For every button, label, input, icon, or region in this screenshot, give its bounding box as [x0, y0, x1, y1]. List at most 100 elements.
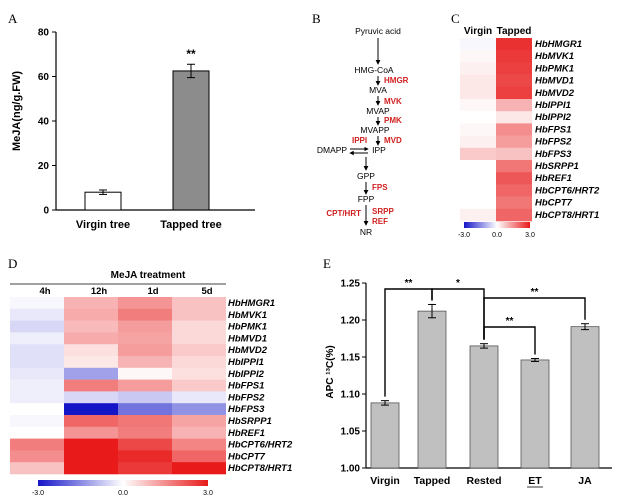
panel-c-row-label: HbIPPI2	[535, 112, 572, 123]
panel-c-row-label: HbHMGR1	[535, 39, 582, 50]
panel-c-cell	[496, 99, 532, 112]
enzyme-srpp: SRPP	[372, 207, 394, 216]
panel-d-cell	[10, 462, 64, 475]
enzyme-pmk: PMK	[384, 116, 402, 125]
panel-c-cell	[496, 160, 532, 173]
panel-c-row-label: HbCPT7	[535, 198, 573, 209]
panel-d-title: MeJA treatment	[111, 270, 186, 281]
enzyme-ref: REF	[372, 217, 388, 226]
panel-c-row-label: HbIPPI1	[535, 100, 571, 111]
panel-d-cell	[118, 379, 172, 392]
panel-d-row-label: HbMVK1	[228, 310, 267, 321]
node-pyruvic-acid: Pyruvic acid	[355, 26, 401, 36]
panel-c-cell	[460, 50, 496, 63]
panel-c-cell	[460, 208, 496, 222]
panel-d-row-label: HbFPS1	[228, 381, 264, 392]
panel-b-pathway: Pyruvic acid HMG-CoA HMGR MVA MVK MVAP P…	[317, 26, 409, 237]
enzyme-fps: FPS	[372, 183, 388, 192]
panel-a-xtick-label: Tapped tree	[160, 219, 222, 231]
panel-d-cell	[64, 332, 118, 345]
panel-e-bar	[520, 359, 550, 469]
panel-c-cell	[460, 38, 496, 51]
panel-e-xtick-label: ET	[528, 475, 542, 487]
panel-d-cell	[118, 426, 172, 439]
node-ipp: IPP	[372, 145, 386, 155]
panel-d-cell	[172, 320, 226, 333]
panel-a-ytick-label: 20	[38, 161, 50, 172]
panel-d-cell	[10, 308, 64, 321]
panel-d-cell	[172, 403, 226, 416]
panel-c-row-labels: HbHMGR1HbMVK1HbPMK1HbMVD1HbMVD2HbIPPI1Hb…	[535, 39, 600, 221]
panel-a-axes: 0 20 40 60 80	[38, 28, 255, 217]
panel-c-row-label: HbMVK1	[535, 51, 574, 62]
panel-d-row-label: HbMVD1	[228, 333, 267, 344]
panel-d-cell	[172, 356, 226, 369]
panel-d-cell	[64, 438, 118, 451]
panel-c-cell	[460, 184, 496, 197]
enzyme-mvd: MVD	[384, 136, 402, 145]
panel-d-row-label: HbFPS2	[228, 392, 265, 403]
enzyme-cpt-hrt: CPT/HRT	[326, 209, 361, 218]
panel-d-cell	[64, 356, 118, 369]
panel-d-cell	[172, 450, 226, 463]
panel-d-cell	[64, 308, 118, 321]
panel-a-ytick-label: 0	[43, 206, 49, 217]
panel-d-cell	[118, 415, 172, 428]
panel-d-cell	[118, 332, 172, 345]
panel-c-cell	[460, 111, 496, 124]
panel-d-cell	[64, 462, 118, 475]
panel-d-cell	[10, 332, 64, 345]
node-gpp: GPP	[357, 171, 375, 181]
panel-e-ytick-label: 1.25	[341, 279, 361, 290]
panel-d-cell	[64, 426, 118, 439]
panel-c-row-label: HbPMK1	[535, 63, 574, 74]
panel-c-cells	[460, 38, 532, 222]
panel-d-colorbar	[38, 480, 208, 486]
panel-d-column-labels: 4h 12h 1d 5d	[39, 286, 212, 297]
panel-a-ytick-label: 40	[38, 117, 50, 128]
panel-a-significance: **	[186, 47, 196, 61]
panel-letter-e: E	[323, 256, 331, 271]
panel-a-xtick-label: Virgin tree	[76, 219, 130, 231]
panel-e-sig-label: **	[405, 278, 413, 289]
panel-c-row-label: HbMVD1	[535, 76, 574, 87]
panel-e-bar	[570, 326, 600, 469]
panel-d-cell	[10, 320, 64, 333]
panel-e-chart: 1.00 1.05 1.10 1.15 1.20 1.25 Virgin Tapped Res…	[325, 278, 612, 488]
panel-d-row-label: HbCPT6/HRT2	[228, 440, 293, 451]
panel-d-cell	[172, 308, 226, 321]
panel-e-sig-bracket	[483, 297, 586, 340]
panel-e-ylabel: APC ¹³C(%)	[325, 345, 336, 398]
panel-d-col-label: 5d	[201, 286, 212, 297]
panel-c-row-label: HbCPT8/HRT1	[535, 210, 599, 221]
panel-c-row-label: HbSRPP1	[535, 161, 579, 172]
panel-d-cell	[172, 391, 226, 404]
panel-e-bar	[370, 402, 400, 469]
panel-d-cell	[64, 297, 118, 310]
panel-e-sig-label: *	[456, 278, 460, 289]
node-mva: MVA	[369, 85, 387, 95]
panel-d-cell	[172, 379, 226, 392]
panel-d-cell	[172, 426, 226, 439]
panel-d-row-label: HbREF1	[228, 428, 265, 439]
panel-a-ylabel: MeJA(ng/g.FW)	[11, 71, 23, 151]
panel-d-row-label: HbCPT8/HRT1	[228, 463, 292, 474]
panel-e-ytick-label: 1.15	[341, 353, 361, 364]
panel-d-cell	[172, 344, 226, 357]
panel-d-col-label: 4h	[39, 286, 50, 297]
panel-d-cell	[10, 438, 64, 451]
enzyme-mvk: MVK	[384, 97, 402, 106]
panel-c-col-virgin: Virgin	[464, 26, 492, 37]
panel-a-ytick-label: 60	[38, 72, 50, 83]
node-dmapp: DMAPP	[317, 145, 348, 155]
panel-d-cell	[172, 367, 226, 380]
panel-d-cells	[10, 297, 226, 475]
panel-d-cell	[10, 426, 64, 439]
panel-d-cell	[10, 297, 64, 310]
panel-d-row-label: HbPMK1	[228, 322, 267, 333]
enzyme-ippi: IPPI	[352, 136, 367, 145]
panel-c-cell	[496, 86, 532, 100]
panel-c-cell	[460, 196, 496, 210]
panel-d-row-label: HbIPPI1	[228, 357, 264, 368]
node-mvap: MVAP	[366, 106, 390, 116]
